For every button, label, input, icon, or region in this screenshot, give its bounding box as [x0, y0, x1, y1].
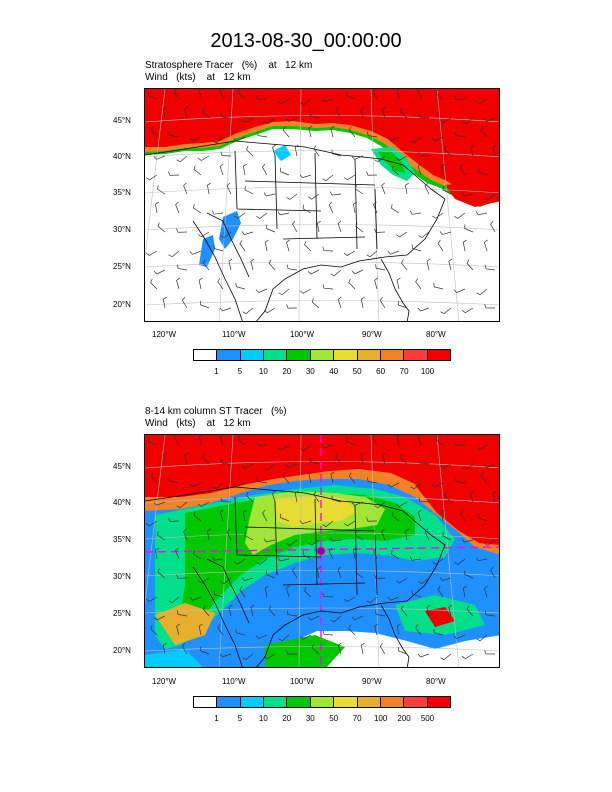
panel2-map-canvas — [145, 435, 499, 667]
panel2-tracer-south-a — [155, 603, 215, 645]
panel1-colorbar-swatch — [264, 350, 288, 360]
panel1-tracer-atlantic — [445, 179, 499, 207]
panel1-lon-label-120: 120°W — [152, 330, 177, 339]
panel2-colorbar-label: 200 — [397, 714, 411, 723]
panel1-colorbar-label: 100 — [420, 367, 435, 376]
panel2-colorbar-swatch — [404, 697, 428, 707]
panel2-colorbar-label: 500 — [420, 714, 435, 723]
panel2-colorbar-swatch — [380, 697, 405, 707]
panel1-colorbar-label: 5 — [237, 367, 243, 376]
panel1-map-canvas — [145, 89, 499, 321]
panel2-colorbar-label: 1 — [214, 714, 219, 723]
panel1-colorbar-swatch — [427, 350, 450, 360]
panel1-wind-label: Wind (kts) at 12 km — [145, 72, 251, 83]
panel1-lat-label-20: 20°N — [113, 300, 131, 309]
panel1-colorbar-label: 40 — [329, 367, 339, 376]
panel1-colorbar-label: 50 — [352, 367, 362, 376]
panel1-tracer-red — [145, 89, 499, 197]
figure-title: 2013-08-30_00:00:00 — [210, 30, 402, 52]
panel2-colorbar-swatch — [310, 697, 335, 707]
panel1-colorbar-label: 70 — [399, 367, 409, 376]
panel1-colorbar-swatch — [217, 350, 241, 360]
panel1-colorbar-label: 1 — [214, 367, 219, 376]
panel2-colorbar — [193, 696, 451, 708]
panel1-colorbar-swatch — [404, 350, 428, 360]
panel2-lat-label-35: 35°N — [113, 535, 131, 544]
panel2-graticule — [145, 435, 499, 667]
panel2-colorbar-label: 50 — [329, 714, 339, 723]
panel2-wind-barbs — [145, 435, 497, 661]
panel2-colorbar-swatch — [240, 697, 265, 707]
panel1-lon-label-80: 80°W — [426, 330, 446, 339]
panel2-colorbar-label: 30 — [305, 714, 315, 723]
panel1-tracer-patch-a — [219, 211, 241, 249]
panel2-colorbar-swatch — [217, 697, 241, 707]
panel1-colorbar-label: 10 — [258, 367, 268, 376]
panel1-title: Stratosphere Tracer (%) at 12 km Wind (k… — [145, 60, 312, 84]
panel1-colorbar-swatch — [357, 350, 381, 360]
panel1-colorbar-swatch — [194, 350, 218, 360]
panel2-colorbar-label: 5 — [237, 714, 243, 723]
panel1-lon-label-100: 100°W — [290, 330, 315, 339]
panel2-tracer-south-d — [265, 635, 345, 667]
panel2-tracer-south-c — [425, 607, 455, 627]
panel2-colorbar-label: 100 — [373, 714, 388, 723]
panel1-lon-label-110: 110°W — [222, 330, 246, 339]
panel2-lat-label-20: 20°N — [113, 646, 131, 655]
panel2-colorbar-swatch — [427, 697, 450, 707]
panel2-lon-label-80: 80°W — [426, 677, 446, 686]
panel1-map — [144, 88, 500, 322]
panel1-colorbar-swatch — [380, 350, 405, 360]
panel1-lat-label-25: 25°N — [113, 262, 131, 271]
panel2-title: 8-14 km column ST Tracer (%) Wind (kts) … — [145, 406, 287, 430]
panel1-tracer-patch-c — [273, 145, 291, 161]
panel2-crosshair-center — [316, 546, 326, 556]
panel2-colorbar-label: 70 — [352, 714, 362, 723]
panel1-coastline — [145, 140, 446, 321]
panel1-colorbar — [193, 349, 451, 361]
panel2-tracer-south-e — [145, 649, 203, 667]
panel1-colorbar-label: 30 — [305, 367, 315, 376]
panel1-lat-label-35: 35°N — [113, 188, 131, 197]
panel2-colorbar-swatch — [357, 697, 381, 707]
panel2-colorbar-label: 10 — [258, 714, 268, 723]
panel2-colorbar-swatch — [264, 697, 288, 707]
panel1-wind-barbs — [145, 89, 497, 315]
panel1-colorbar-label: 60 — [376, 367, 386, 376]
panel2-wind-label: Wind (kts) at 12 km — [145, 418, 251, 429]
panel1-colorbar-swatch — [240, 350, 265, 360]
panel1-colorbar-swatch — [310, 350, 335, 360]
panel1-lon-label-90: 90°W — [362, 330, 382, 339]
panel2-lat-label-45: 45°N — [113, 462, 131, 471]
panel1-tracer-patch-b — [199, 235, 215, 267]
panel1-lat-label-40: 40°N — [113, 152, 131, 161]
panel2-colorbar-swatch — [194, 697, 218, 707]
panel2-lat-label-40: 40°N — [113, 498, 131, 507]
panel1-colorbar-swatch — [334, 350, 358, 360]
panel1-graticule — [145, 89, 499, 321]
panel2-tracer-gold-field — [275, 495, 357, 527]
panel2-map — [144, 434, 500, 668]
panel1-lat-label-45: 45°N — [113, 116, 131, 125]
panel2-lat-label-30: 30°N — [113, 572, 131, 581]
panel1-field-label: Stratosphere Tracer (%) at 12 km — [145, 60, 313, 71]
panel2-colorbar-swatch — [334, 697, 358, 707]
panel2-lat-label-25: 25°N — [113, 609, 131, 618]
panel2-tracer-red-north — [145, 435, 499, 539]
panel2-lon-label-110: 110°W — [222, 677, 246, 686]
panel2-field-label: 8-14 km column ST Tracer (%) — [145, 406, 287, 417]
panel2-tracer-red-east — [415, 475, 499, 545]
panel2-lon-label-90: 90°W — [362, 677, 382, 686]
panel2-lon-label-120: 120°W — [152, 677, 177, 686]
panel1-colorbar-label: 20 — [282, 367, 292, 376]
panel1-lat-label-30: 30°N — [113, 225, 131, 234]
panel1-colorbar-swatch — [287, 350, 311, 360]
panel2-colorbar-swatch — [287, 697, 311, 707]
panel2-colorbar-label: 20 — [282, 714, 292, 723]
panel2-lon-label-100: 100°W — [290, 677, 315, 686]
